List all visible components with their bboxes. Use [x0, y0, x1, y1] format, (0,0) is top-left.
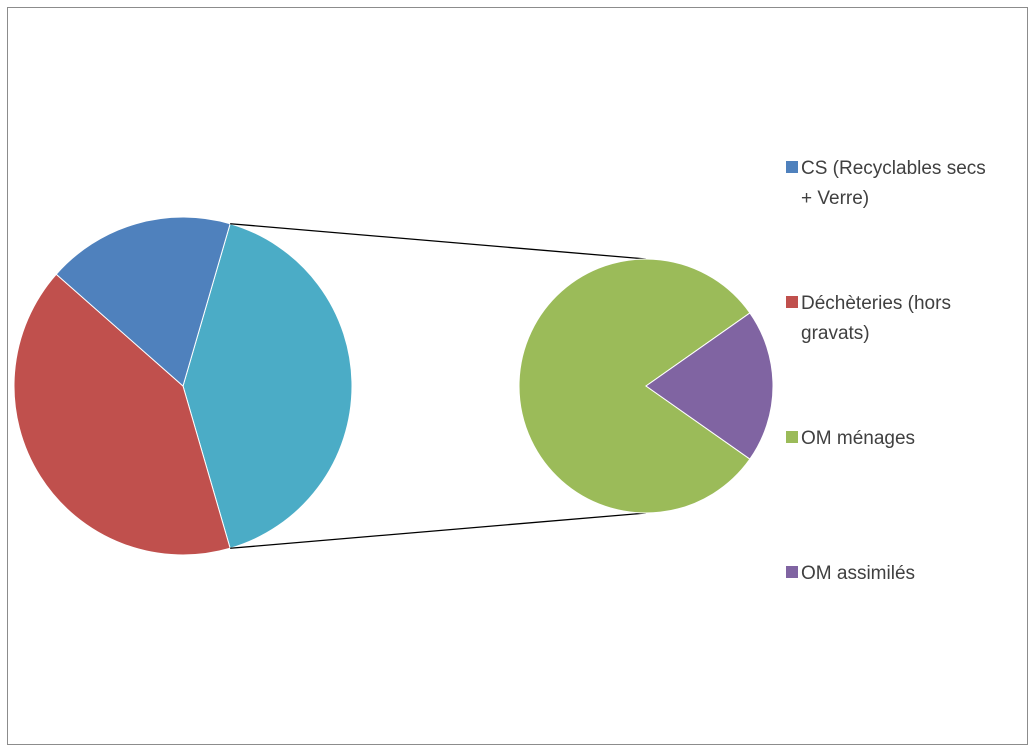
chart-area: CS (Recyclables secs + Verre) Déchèteries …: [7, 7, 1028, 745]
legend-item-decheteries-hors-gravats: Déchèteries (hors gravats): [786, 293, 951, 344]
secondary-pie-slice-om-menages: [518, 258, 751, 514]
main-pie-slice-cs-recyclables-secs-verre: [55, 216, 231, 387]
legend-swatch: [786, 566, 798, 578]
legend: CS (Recyclables secs + Verre) Déchèteries …: [786, 158, 986, 584]
main-pie: [13, 216, 353, 556]
secondary-pie: [518, 258, 774, 514]
legend-item-om-assimiles: OM assimilés: [786, 563, 915, 584]
legend-swatch: [786, 296, 798, 308]
main-pie-slice-decheteries-hors-gravats: [13, 273, 231, 556]
main-pie-slice-other: [182, 223, 353, 549]
legend-item-om-menages: OM ménages: [786, 428, 915, 449]
connector-lines: [230, 223, 647, 549]
legend-swatch: [786, 161, 798, 173]
legend-label: + Verre): [801, 188, 869, 209]
legend-label: OM assimilés: [801, 563, 915, 584]
connector-line-bottom: [230, 512, 647, 549]
connector-line-top: [230, 223, 647, 260]
legend-label: OM ménages: [801, 428, 915, 449]
pie-of-pie-chart: CS (Recyclables secs + Verre) Déchèteries …: [13, 158, 986, 584]
legend-label: Déchèteries (hors: [801, 293, 951, 314]
legend-swatch: [786, 431, 798, 443]
legend-item-cs-recyclables-secs-verre: CS (Recyclables secs + Verre): [786, 158, 986, 209]
legend-label: gravats): [801, 323, 870, 344]
secondary-pie-slice-om-assimiles: [645, 312, 774, 460]
legend-label: CS (Recyclables secs: [801, 158, 986, 179]
